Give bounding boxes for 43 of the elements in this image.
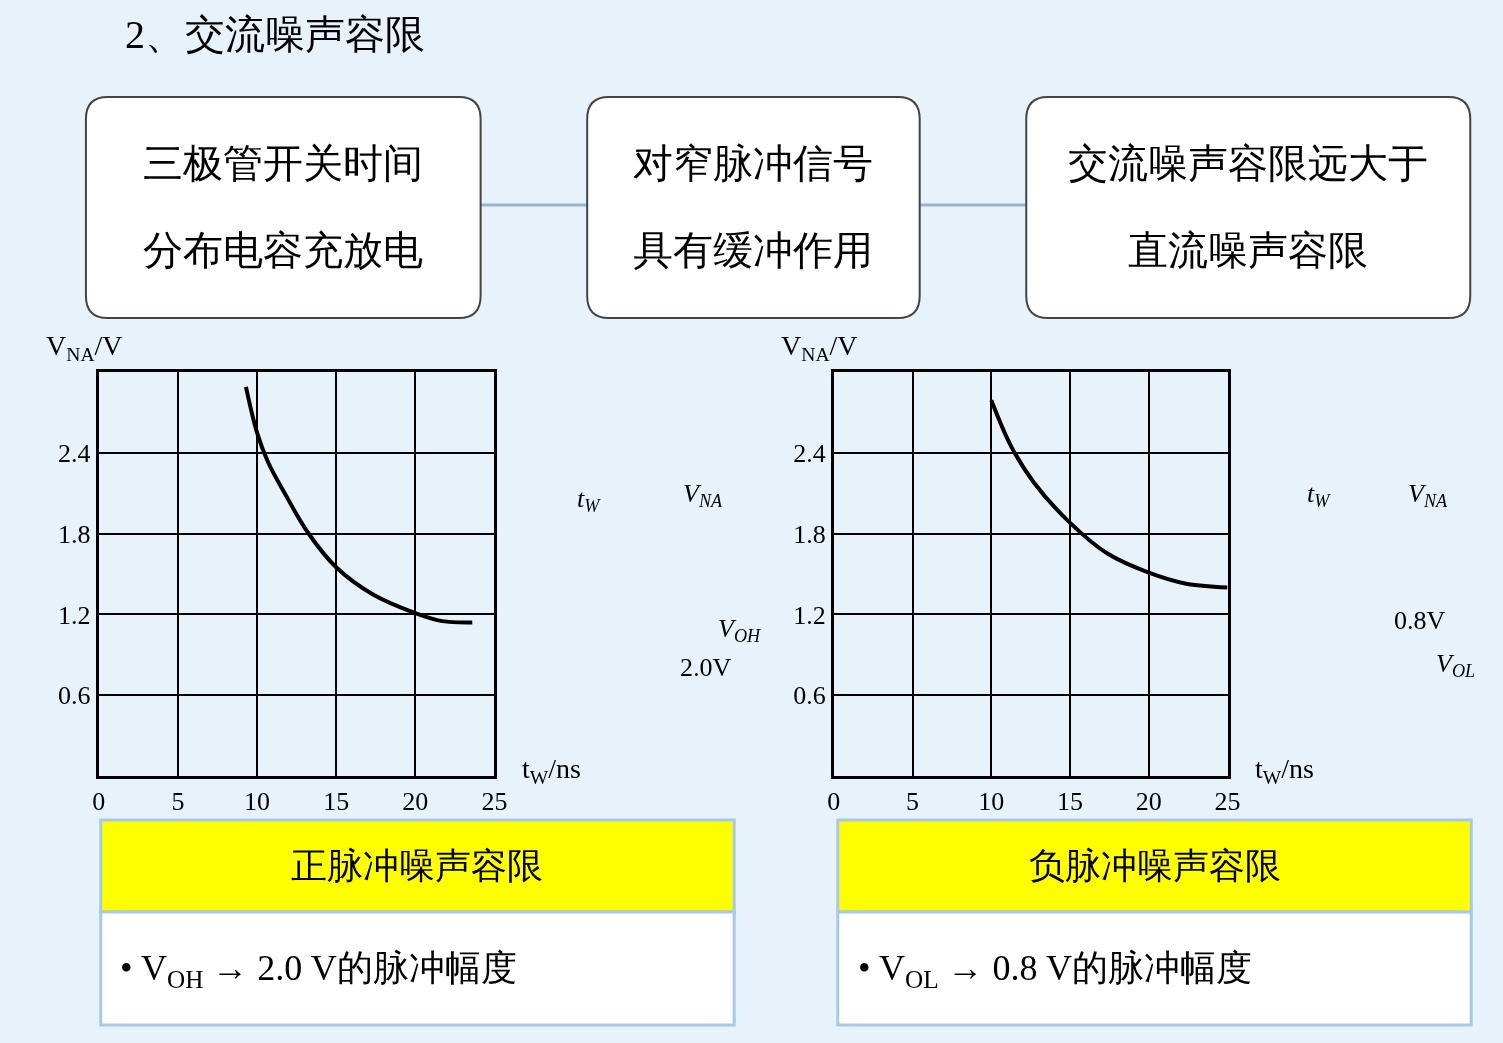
y-tick-label: 1.8	[58, 519, 91, 549]
x-axis-title: t$_{W}$/ns	[522, 753, 581, 788]
x-tick-label: 5	[171, 787, 185, 817]
text: 具有缓冲作用	[633, 228, 873, 273]
text: • V$_{OL}$ → 0.8 V的脉冲幅度	[858, 948, 1252, 993]
text: 2.0V	[680, 653, 732, 682]
x-tick-label: 15	[323, 787, 350, 817]
y-tick-label: 2.4	[793, 438, 826, 468]
text: 0.8V	[1394, 606, 1446, 635]
text: t$_{W}$	[1307, 479, 1332, 512]
y-tick-label: 2.4	[58, 438, 91, 468]
text: 交流噪声容限远大于	[1068, 141, 1428, 186]
x-tick-label: 0	[827, 787, 841, 817]
text: 分布电容充放电	[143, 228, 423, 273]
x-tick-label: 25	[481, 787, 508, 817]
x-tick-label: 25	[1214, 787, 1241, 817]
y-tick-label: 1.8	[793, 519, 826, 549]
x-tick-label: 10	[244, 787, 271, 817]
y-tick-label: 0.6	[793, 681, 826, 711]
y-tick-label: 1.2	[58, 600, 91, 630]
y-tick-label: 0.6	[58, 681, 91, 711]
text: V$_{OL}$	[1436, 649, 1476, 682]
text: 直流噪声容限	[1128, 228, 1368, 273]
text: 对窄脉冲信号	[633, 141, 873, 186]
x-tick-label: 5	[906, 787, 920, 817]
x-tick-label: 15	[1057, 787, 1084, 817]
text: 2、交流噪声容限	[125, 12, 425, 57]
x-tick-label: 10	[978, 787, 1005, 817]
text: • V$_{OH}$ → 2.0 V的脉冲幅度	[120, 948, 517, 993]
x-axis-title: t$_{W}$/ns	[1255, 753, 1314, 788]
text: V$_{NA}$	[683, 479, 724, 512]
y-axis-title: V$_{NA}$/V	[46, 330, 123, 365]
y-axis-title: V$_{NA}$/V	[781, 330, 858, 365]
x-tick-label: 20	[1135, 787, 1162, 817]
text: 正脉冲噪声容限	[291, 846, 543, 886]
text: V$_{NA}$	[1408, 479, 1449, 512]
text: 负脉冲噪声容限	[1029, 846, 1281, 886]
text: t$_{W}$	[577, 484, 602, 517]
y-tick-label: 1.2	[793, 600, 826, 630]
text: 三极管开关时间	[143, 141, 423, 186]
x-tick-label: 0	[92, 787, 106, 817]
text: V$_{OH}$	[718, 614, 762, 647]
x-tick-label: 20	[402, 787, 429, 817]
